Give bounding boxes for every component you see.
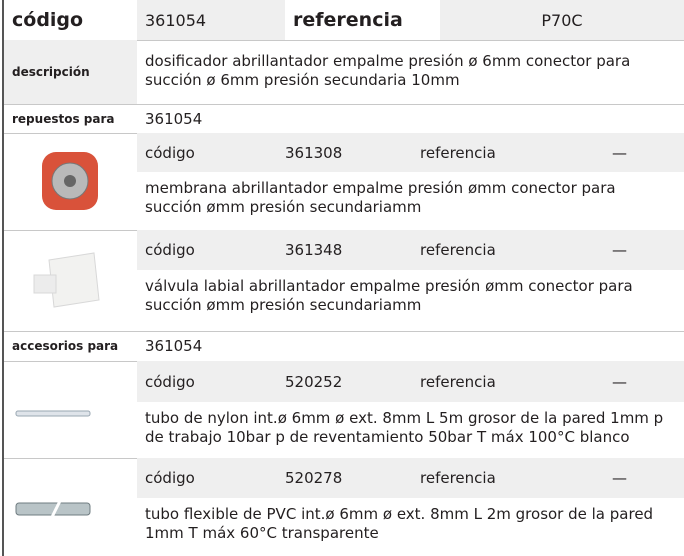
label: referencia — [412, 458, 555, 498]
value: — — [555, 458, 684, 498]
label: referencia — [412, 230, 555, 270]
label: código — [12, 9, 84, 31]
item-text: tubo de nylon int.ø 6mm ø ext. 8mm L 5m … — [145, 409, 664, 446]
value: 361054 — [145, 109, 203, 128]
value: P70C — [440, 0, 684, 40]
left-border — [2, 0, 4, 556]
tube-image — [15, 410, 91, 417]
label: accesorios para — [12, 339, 119, 353]
item-text: tubo flexible de PVC int.ø 6mm ø ext. 8m… — [145, 505, 654, 542]
label: referencia — [412, 361, 555, 402]
label: código — [137, 458, 277, 498]
item-text: membrana abrillantador empalme presión ø… — [145, 179, 616, 216]
label: referencia — [412, 133, 555, 172]
value: — — [555, 133, 684, 172]
value: 361308 — [277, 133, 412, 172]
label: código — [137, 361, 277, 402]
gasket-image — [42, 152, 98, 210]
label: referencia — [293, 9, 403, 31]
value: 520278 — [277, 458, 412, 498]
value: 520252 — [277, 361, 412, 402]
label: repuestos para — [12, 111, 115, 126]
pvc-tube-image — [15, 500, 91, 518]
value: 361348 — [277, 230, 412, 270]
value: 361054 — [145, 337, 203, 355]
value: 361054 — [137, 0, 285, 40]
label: código — [137, 230, 277, 270]
label: código — [137, 133, 277, 172]
description: dosificador abrillantador empalme presió… — [145, 52, 631, 89]
valve-image — [33, 252, 100, 308]
value: — — [555, 230, 684, 270]
item-text: válvula labial abrillantador empalme pre… — [145, 277, 633, 314]
value: — — [555, 361, 684, 402]
label: descripción — [4, 40, 137, 104]
